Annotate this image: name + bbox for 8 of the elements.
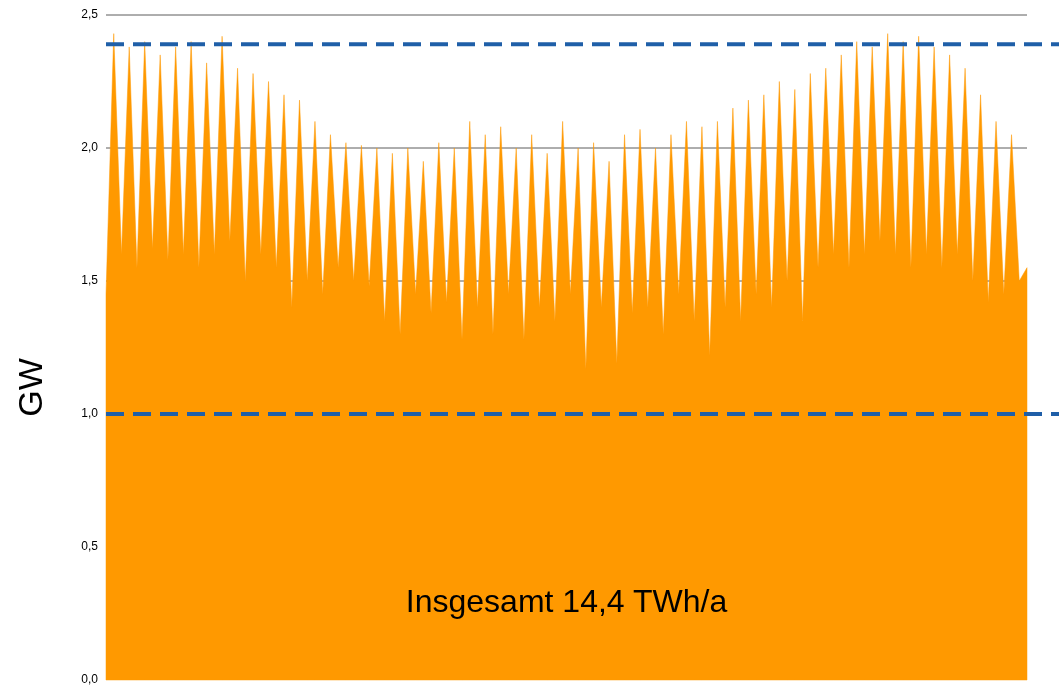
y-tick-label: 0,5: [81, 539, 99, 554]
y-tick-label: 0,0: [81, 672, 99, 687]
y-axis-title: GW: [11, 358, 49, 417]
y-tick-label: 1,5: [81, 273, 99, 288]
y-tick-label: 1,0: [81, 406, 99, 421]
annotation: Insgesamt 14,4 TWh/a: [405, 583, 728, 619]
y-tick-label: 2,0: [81, 140, 99, 155]
y-tick-label: 2,5: [81, 7, 99, 22]
